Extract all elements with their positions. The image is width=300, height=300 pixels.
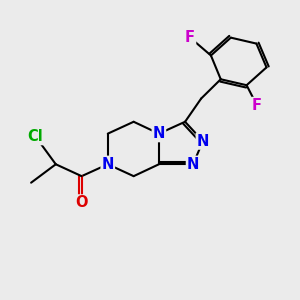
Text: N: N	[187, 157, 199, 172]
Text: Cl: Cl	[28, 129, 43, 144]
Text: N: N	[102, 157, 114, 172]
Text: F: F	[252, 98, 262, 113]
Text: O: O	[75, 195, 88, 210]
Text: N: N	[197, 134, 209, 148]
Text: N: N	[153, 126, 165, 141]
Text: F: F	[185, 30, 195, 45]
